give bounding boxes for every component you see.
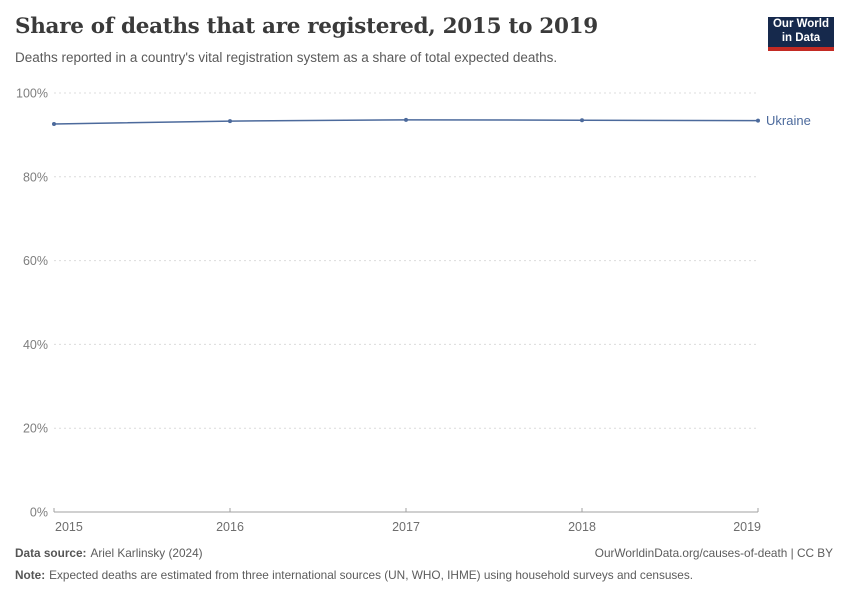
series-label: Ukraine [766, 113, 811, 128]
page-title: Share of deaths that are registered, 201… [15, 14, 598, 39]
data-source-value: Ariel Karlinsky (2024) [90, 546, 203, 560]
footer-source-row: Data source: Ariel Karlinsky (2024) OurWo… [15, 546, 833, 560]
y-tick-label: 0% [30, 506, 48, 520]
data-source-label: Data source: [15, 546, 87, 560]
y-tick-label: 40% [23, 338, 48, 352]
data-point[interactable] [228, 119, 232, 124]
logo-text-line1: Our World [772, 18, 829, 31]
chart-subtitle: Deaths reported in a country's vital reg… [15, 50, 558, 65]
note-value: Expected deaths are estimated from three… [49, 568, 694, 582]
x-tick-label: 2017 [392, 520, 420, 534]
chart-header: Share of deaths that are registered, 201… [15, 14, 834, 65]
data-point[interactable] [52, 122, 56, 127]
x-tick-label: 2016 [216, 520, 244, 534]
logo-text-line2: in Data [781, 32, 821, 44]
data-point[interactable] [756, 118, 760, 123]
x-tick-label: 2019 [733, 520, 761, 534]
y-tick-label: 100% [16, 87, 48, 101]
data-source-text: Data source: Ariel Karlinsky (2024) [15, 546, 203, 560]
data-point[interactable] [404, 117, 408, 122]
note-label: Note: [15, 568, 46, 582]
chart-titles: Share of deaths that are registered, 201… [15, 14, 598, 65]
y-tick-label: 60% [23, 254, 48, 268]
data-point[interactable] [580, 118, 584, 123]
attribution-link[interactable]: OurWorldinData.org/causes-of-death | CC … [594, 546, 833, 560]
owid-logo[interactable]: Our World in Data [768, 17, 834, 51]
y-tick-label: 20% [23, 422, 48, 436]
footer-note-row: Note: Expected deaths are estimated from … [15, 568, 833, 582]
y-tick-label: 80% [23, 170, 48, 184]
x-tick-label: 2018 [568, 520, 596, 534]
x-tick-label: 2015 [55, 520, 83, 534]
chart-footer: Data source: Ariel Karlinsky (2024) OurWo… [15, 546, 833, 582]
